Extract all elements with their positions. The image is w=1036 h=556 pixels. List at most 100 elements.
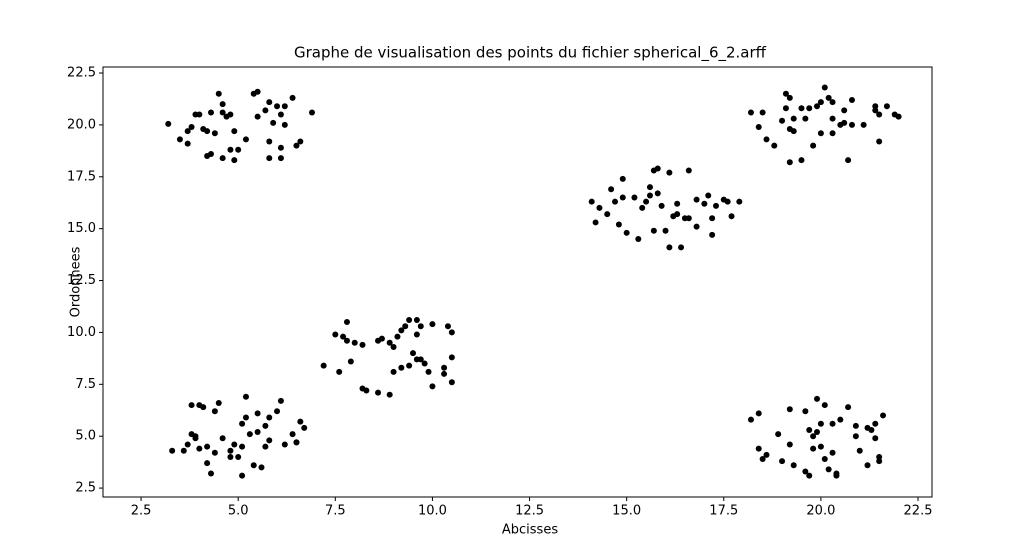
point	[398, 327, 405, 334]
point	[650, 227, 657, 234]
point	[184, 140, 191, 147]
point	[413, 316, 420, 323]
point	[817, 99, 824, 106]
point	[654, 190, 661, 197]
point	[219, 155, 226, 162]
point	[709, 215, 716, 222]
point	[204, 128, 211, 135]
point	[646, 192, 653, 199]
point	[231, 128, 238, 135]
x-tick-label: 15.0	[612, 504, 641, 519]
x-tick-label: 20.0	[806, 504, 835, 519]
point	[872, 103, 879, 110]
point	[786, 441, 793, 448]
point	[281, 441, 288, 448]
point	[701, 200, 708, 207]
point	[184, 441, 191, 448]
point	[771, 142, 778, 149]
point	[810, 142, 817, 149]
point	[615, 221, 622, 228]
point	[180, 447, 187, 454]
point	[876, 453, 883, 460]
point	[444, 323, 451, 330]
point	[204, 460, 211, 467]
point	[262, 107, 269, 114]
point	[790, 128, 797, 135]
point	[798, 105, 805, 112]
point	[817, 130, 824, 137]
x-tick-label: 12.5	[515, 504, 544, 519]
point	[829, 130, 836, 137]
point	[685, 167, 692, 174]
point	[841, 119, 848, 126]
point	[254, 113, 261, 120]
point	[262, 422, 269, 429]
point	[281, 121, 288, 128]
point	[281, 103, 288, 110]
point	[821, 456, 828, 463]
point	[441, 370, 448, 377]
point	[406, 316, 413, 323]
point	[782, 105, 789, 112]
point	[266, 437, 273, 444]
x-tick-label: 10.0	[418, 504, 447, 519]
point	[211, 130, 218, 137]
y-tick-label: 22.5	[67, 66, 96, 81]
point	[184, 128, 191, 135]
point	[227, 111, 234, 118]
point	[821, 84, 828, 91]
point	[872, 435, 879, 442]
point	[895, 113, 902, 120]
point	[747, 416, 754, 423]
point	[639, 204, 646, 211]
point	[806, 472, 813, 479]
point	[755, 123, 762, 130]
point	[876, 111, 883, 118]
point	[254, 88, 261, 95]
point	[211, 449, 218, 456]
point	[876, 138, 883, 145]
point	[709, 231, 716, 238]
point	[802, 115, 809, 122]
point	[277, 155, 284, 162]
x-tick-label: 22.5	[904, 504, 933, 519]
point	[343, 337, 350, 344]
point	[297, 138, 304, 145]
point	[817, 420, 824, 427]
x-axis-label: Abcisses	[502, 523, 558, 538]
point	[277, 397, 284, 404]
point	[448, 379, 455, 386]
point	[250, 462, 257, 469]
point	[293, 142, 300, 149]
point	[619, 194, 626, 201]
point	[215, 399, 222, 406]
point	[713, 202, 720, 209]
point	[200, 404, 207, 411]
point	[274, 103, 281, 110]
point	[204, 443, 211, 450]
point	[646, 184, 653, 191]
point	[833, 472, 840, 479]
point	[266, 414, 273, 421]
point	[390, 368, 397, 375]
point	[227, 447, 234, 454]
y-axis-label: Ordonnees	[69, 246, 84, 317]
point	[755, 445, 762, 452]
point	[736, 198, 743, 205]
point	[619, 175, 626, 182]
x-tick-label: 17.5	[709, 504, 738, 519]
point	[293, 439, 300, 446]
y-tick-label: 17.5	[67, 169, 96, 184]
point	[425, 368, 432, 375]
point	[378, 335, 385, 342]
point	[448, 329, 455, 336]
x-tick-label: 7.5	[325, 504, 346, 519]
point	[806, 105, 813, 112]
point	[588, 198, 595, 205]
point	[876, 458, 883, 465]
point	[872, 107, 879, 114]
point	[398, 364, 405, 371]
point	[864, 462, 871, 469]
point	[192, 435, 199, 442]
point	[448, 354, 455, 361]
